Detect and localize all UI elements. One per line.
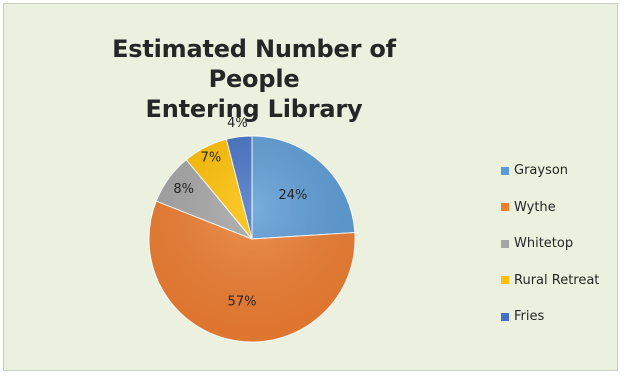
chart-area: Estimated Number of People Entering Libr… bbox=[3, 3, 618, 371]
legend-item-grayson: Grayson bbox=[501, 163, 617, 178]
chart-title-line-2: Entering Library bbox=[145, 95, 363, 123]
legend-label-wythe: Wythe bbox=[514, 199, 556, 215]
legend-swatch-wythe bbox=[501, 203, 509, 211]
legend-item-whitetop: Whitetop bbox=[501, 236, 617, 251]
legend-item-wythe: Wythe bbox=[501, 200, 617, 215]
legend-item-fries: Fries bbox=[501, 309, 617, 324]
legend-swatch-whitetop bbox=[501, 239, 509, 248]
legend-item-rural-retreat: Rural Retreat bbox=[501, 273, 617, 288]
legend-label-grayson: Grayson bbox=[514, 163, 569, 178]
legend-label-fries: Fries bbox=[514, 309, 545, 324]
data-label-rural-retreat: 7% bbox=[201, 151, 222, 166]
legend-label-whitetop: Whitetop bbox=[514, 236, 574, 251]
legend-swatch-rural-retreat bbox=[501, 276, 509, 284]
chart-title: Estimated Number of People Entering Libr… bbox=[74, 34, 434, 124]
legend-swatch-fries bbox=[501, 312, 509, 321]
data-label-grayson: 24% bbox=[278, 188, 307, 203]
legend-label-rural-retreat: Rural Retreat bbox=[514, 272, 600, 288]
chart-legend: Grayson Wythe Whitetop Rural Retreat Fri… bbox=[501, 163, 617, 346]
data-label-wythe: 57% bbox=[228, 295, 257, 310]
data-label-whitetop: 8% bbox=[173, 182, 194, 197]
data-label-fries: 4% bbox=[227, 116, 248, 131]
chart-title-line-1: Estimated Number of People bbox=[112, 35, 396, 93]
legend-swatch-grayson bbox=[501, 166, 509, 175]
